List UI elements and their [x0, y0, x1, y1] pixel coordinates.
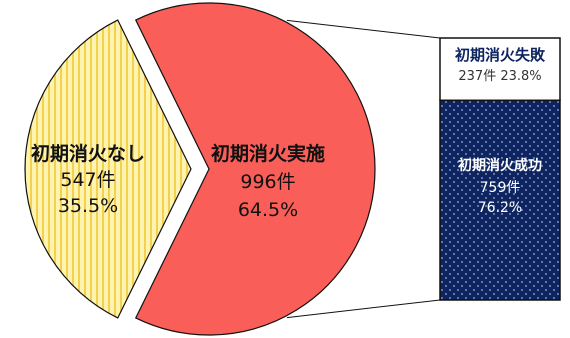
bar-label-summary: 237件 23.8%: [458, 69, 541, 84]
pie-slice-initial-extinguishing-done: [134, 2, 376, 336]
slice-label-name: 初期消火実施: [211, 142, 325, 165]
bar-label-name: 初期消火失敗: [455, 46, 546, 64]
bar-segment-failure: [439, 37, 561, 102]
connector-line-bottom: [286, 299, 441, 319]
connector-line-top: [286, 19, 441, 39]
slice-label-name: 初期消火なし: [31, 142, 145, 165]
slice-label-count: 996件: [240, 171, 295, 193]
slice-label-count: 547件: [60, 169, 115, 191]
bar-label-count: 759件: [480, 180, 521, 196]
bar-label-name: 初期消火成功: [458, 157, 542, 174]
slice-label-percent: 64.5%: [238, 199, 298, 221]
pie-slice-no-initial-extinguishing: [24, 19, 192, 319]
bar-label-percent: 76.2%: [478, 200, 522, 216]
slice-label-percent: 35.5%: [58, 195, 118, 217]
bar-segment-success: [439, 99, 561, 301]
